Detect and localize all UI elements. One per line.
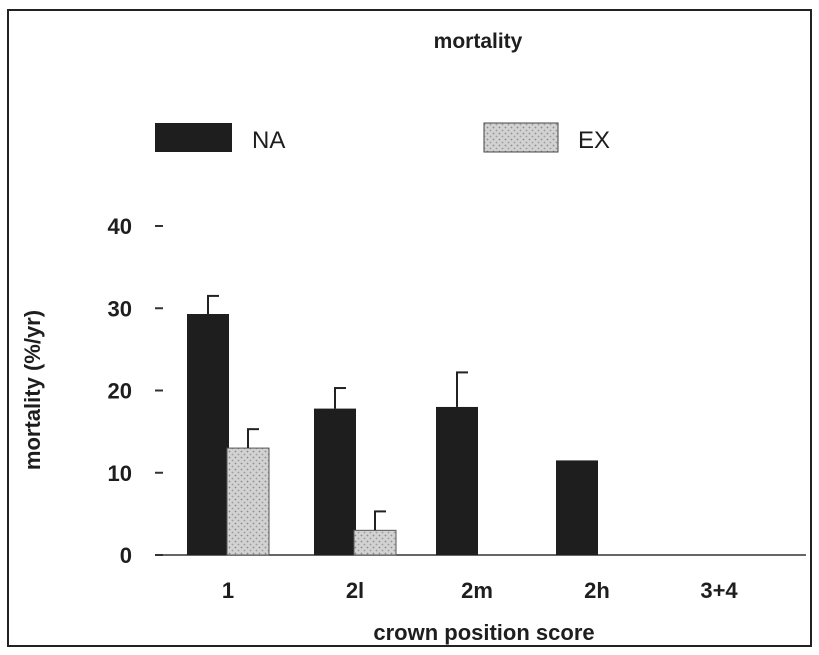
bar-na-2 <box>436 406 478 555</box>
legend-label-ex: EX <box>578 127 610 154</box>
y-tick-label: 10 <box>108 461 132 486</box>
x-ticks: 1 2l 2m 2h 3+4 <box>222 578 739 603</box>
x-tick-label: 2h <box>584 578 610 603</box>
legend: NA EX <box>155 122 610 154</box>
x-tick-label: 1 <box>222 578 234 603</box>
y-tick-label: 30 <box>108 296 132 321</box>
legend-swatch-ex <box>483 122 559 153</box>
y-axis-label: mortality (%/yr) <box>20 310 45 470</box>
legend-label-na: NA <box>252 127 285 154</box>
x-tick-label: 2m <box>461 578 493 603</box>
y-tick-label: 40 <box>108 214 132 239</box>
y-tick-label: 20 <box>108 379 132 404</box>
x-axis-label: crown position score <box>373 620 594 645</box>
figure-frame <box>7 9 812 647</box>
x-tick-label: 3+4 <box>700 578 738 603</box>
bar-na-3 <box>556 460 598 555</box>
legend-swatch-na <box>155 123 232 152</box>
bar-na-0 <box>187 314 229 555</box>
bar-na-1 <box>314 408 356 555</box>
x-tick-label: 2l <box>346 578 364 603</box>
bars <box>187 294 598 556</box>
bar-ex-0 <box>226 447 270 556</box>
y-ticks: 0 10 20 30 40 <box>108 214 163 568</box>
chart-title: mortality <box>434 30 523 53</box>
bar-ex-1 <box>353 529 397 556</box>
y-tick-label: 0 <box>120 543 132 568</box>
